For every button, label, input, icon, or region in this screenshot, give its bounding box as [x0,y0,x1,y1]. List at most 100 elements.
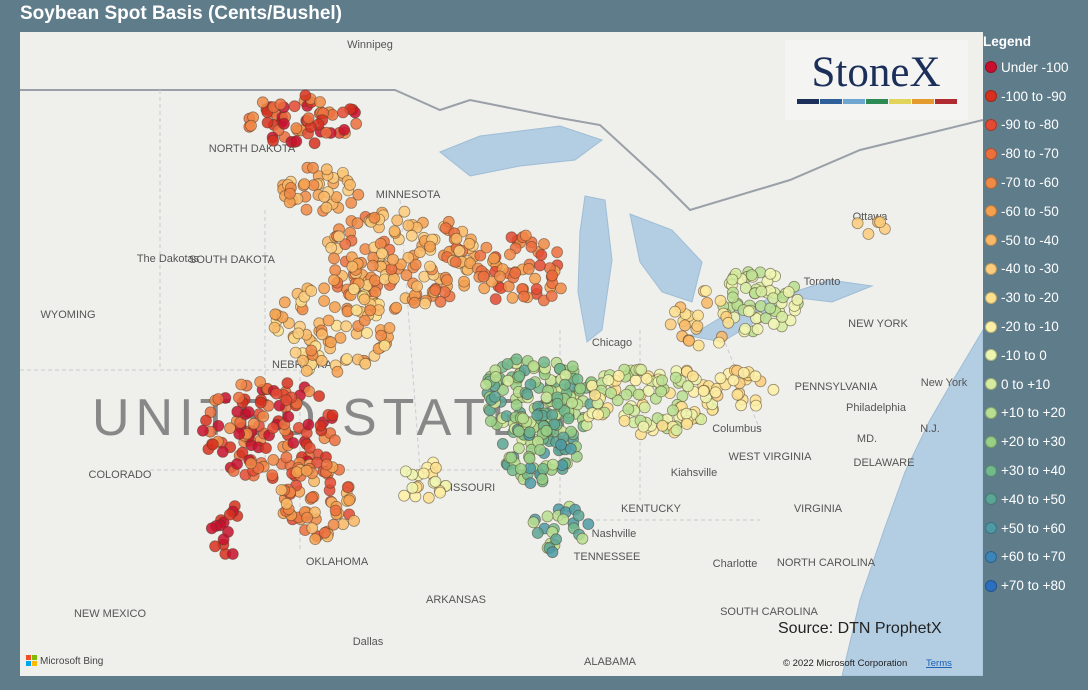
basis-point[interactable] [620,388,633,401]
basis-point[interactable] [519,229,532,242]
basis-point[interactable] [713,336,725,349]
basis-point[interactable] [474,249,487,262]
basis-point[interactable] [320,126,333,139]
basis-point[interactable] [750,399,762,412]
basis-point[interactable] [348,515,360,527]
basis-point[interactable] [697,385,710,397]
basis-point[interactable] [667,404,679,417]
basis-point[interactable] [305,491,318,504]
basis-point[interactable] [874,216,886,229]
basis-point[interactable] [739,322,751,335]
basis-point[interactable] [525,240,538,253]
basis-point[interactable] [290,122,303,135]
basis-point[interactable] [522,262,535,275]
basis-point[interactable] [422,491,435,504]
basis-point[interactable] [488,252,500,265]
basis-point[interactable] [302,418,315,431]
basis-point[interactable] [345,196,358,209]
basis-point[interactable] [322,314,335,327]
basis-point[interactable] [306,522,319,534]
basis-point[interactable] [536,473,549,486]
legend-item[interactable]: +30 to +40 [983,456,1088,485]
basis-point[interactable] [512,425,525,438]
basis-point[interactable] [316,328,328,341]
basis-point[interactable] [231,458,244,470]
basis-point[interactable] [374,237,387,250]
legend-item[interactable]: Under -100 [983,53,1088,82]
basis-point[interactable] [742,305,755,318]
basis-point[interactable] [200,414,212,427]
basis-point[interactable] [325,241,338,254]
basis-point[interactable] [538,356,550,369]
basis-point[interactable] [735,399,747,412]
basis-point[interactable] [541,510,554,523]
basis-point[interactable] [679,319,691,332]
basis-point[interactable] [287,437,300,449]
basis-point[interactable] [681,418,693,430]
basis-point[interactable] [513,370,526,383]
basis-point[interactable] [267,422,280,434]
basis-point[interactable] [300,203,313,216]
basis-point[interactable] [493,270,506,283]
basis-point[interactable] [503,248,516,261]
basis-point[interactable] [546,269,559,282]
basis-point[interactable] [655,385,667,398]
basis-point[interactable] [328,434,341,447]
basis-point[interactable] [318,295,331,307]
basis-point[interactable] [438,286,451,298]
basis-point[interactable] [375,329,388,342]
basis-point[interactable] [518,290,530,303]
legend-item[interactable]: +20 to +30 [983,427,1088,456]
basis-point[interactable] [341,481,354,494]
basis-point[interactable] [324,476,337,489]
basis-point[interactable] [217,533,230,546]
basis-point[interactable] [231,405,244,418]
basis-point[interactable] [390,301,403,314]
basis-point[interactable] [701,296,713,309]
basis-point[interactable] [307,161,319,174]
basis-point[interactable] [767,292,780,305]
basis-point[interactable] [337,106,349,119]
basis-point[interactable] [233,427,246,440]
basis-point[interactable] [313,390,326,403]
basis-point[interactable] [540,424,553,437]
basis-point[interactable] [247,417,260,430]
legend-item[interactable]: -20 to -10 [983,312,1088,341]
basis-point[interactable] [632,388,645,401]
basis-point[interactable] [344,178,356,191]
legend-item[interactable]: -10 to 0 [983,341,1088,370]
basis-point[interactable] [683,334,695,347]
basis-point[interactable] [419,297,432,310]
basis-point[interactable] [303,441,316,454]
basis-point[interactable] [862,228,875,240]
basis-point[interactable] [527,360,540,373]
basis-point[interactable] [327,518,340,531]
basis-point[interactable] [280,497,293,510]
basis-point[interactable] [267,453,280,466]
basis-point[interactable] [555,438,567,451]
basis-point[interactable] [429,461,442,474]
basis-point[interactable] [398,489,411,502]
legend-item[interactable]: -40 to -30 [983,255,1088,284]
basis-point[interactable] [340,353,353,365]
basis-point[interactable] [551,397,564,410]
basis-point[interactable] [751,323,764,336]
basis-point[interactable] [550,533,562,546]
basis-point[interactable] [463,237,476,250]
basis-point[interactable] [555,282,567,295]
basis-point[interactable] [196,424,209,437]
basis-point[interactable] [429,284,442,297]
basis-point[interactable] [320,163,333,176]
basis-point[interactable] [232,391,245,404]
basis-point[interactable] [275,484,288,496]
basis-point[interactable] [449,256,462,268]
basis-point[interactable] [244,457,257,470]
basis-point[interactable] [524,477,537,490]
basis-point[interactable] [727,374,740,387]
basis-point[interactable] [399,465,412,478]
basis-point[interactable] [280,451,293,464]
basis-point[interactable] [538,238,550,250]
basis-point[interactable] [638,401,651,414]
basis-point[interactable] [320,201,333,214]
basis-point[interactable] [670,424,683,437]
